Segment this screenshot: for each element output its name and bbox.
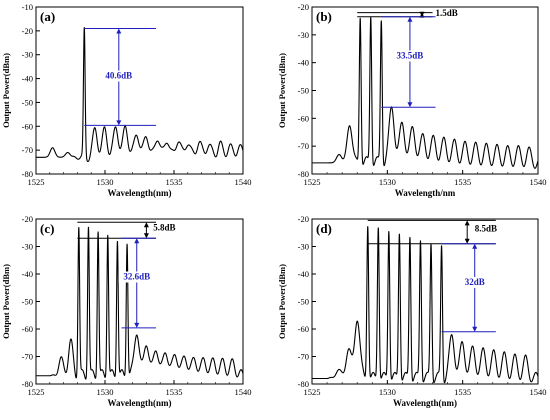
panel-label: (b) bbox=[316, 9, 332, 24]
y-axis-label: Output Power(dBm) bbox=[277, 264, 287, 339]
y-tick-label: -50 bbox=[22, 297, 33, 307]
annotation-arrow-head-up bbox=[407, 16, 413, 22]
x-tick-label: 1525 bbox=[28, 387, 45, 397]
y-tick-label: -20 bbox=[22, 214, 33, 224]
x-tick-label: 1530 bbox=[97, 387, 114, 397]
annotation-label: 5.8dB bbox=[153, 223, 175, 233]
spectrum-trace bbox=[36, 226, 243, 380]
panel-2: 1525 1530 1535 1540 -80 -70 -60 -50 -40 -30 -20 Wav… bbox=[277, 2, 547, 198]
y-tick-label: -40 bbox=[298, 269, 309, 279]
y-tick-label: -40 bbox=[22, 74, 33, 84]
y-tick-label: -80 bbox=[22, 169, 33, 179]
annotation-8-5db: 8.5dB bbox=[367, 219, 497, 245]
annotation-label: 8.5dB bbox=[475, 223, 497, 233]
annotation-arrow-head-down bbox=[116, 120, 122, 126]
axes-frame bbox=[35, 6, 244, 175]
annotation-label-bg bbox=[100, 70, 137, 82]
y-tick-label: -20 bbox=[298, 214, 309, 224]
y-tick-label: -70 bbox=[298, 352, 309, 362]
y-tick-label: -50 bbox=[298, 297, 309, 307]
annotation-label: 32dB bbox=[465, 277, 485, 287]
annotation-label: 32.6dB bbox=[123, 272, 150, 282]
x-tick-label: 1530 bbox=[379, 387, 396, 397]
y-axis-label: Output Power(dBm) bbox=[277, 53, 287, 128]
y-tick-label: -80 bbox=[298, 379, 309, 389]
annotation-arrow-head-down bbox=[407, 102, 413, 108]
annotation-label-bg bbox=[456, 277, 493, 288]
y-axis-label: Output Power(dBm) bbox=[1, 53, 11, 128]
annotation-arrow-head-up bbox=[143, 222, 149, 228]
y-tick-label: -30 bbox=[298, 242, 309, 252]
y-tick-label: -70 bbox=[22, 145, 33, 155]
x-tick-label: 1525 bbox=[304, 387, 321, 397]
x-tick-label: 1525 bbox=[28, 177, 45, 187]
annotation-arrow-head-up bbox=[472, 243, 478, 249]
annotation-label: 33.5dB bbox=[397, 50, 424, 60]
annotation-32-6db: 32.6dB bbox=[118, 237, 157, 329]
y-tick-label: -60 bbox=[298, 113, 309, 123]
annotation-arrow-head-down bbox=[472, 326, 478, 332]
x-tick-label: 1535 bbox=[454, 177, 471, 187]
panel-label: (c) bbox=[40, 221, 54, 236]
x-tick-label: 1540 bbox=[530, 177, 547, 187]
x-axis-label: Wavelength/nm bbox=[395, 188, 456, 198]
panel-label: (d) bbox=[316, 221, 332, 236]
y-tick-label: -80 bbox=[298, 169, 309, 179]
y-tick-label: -70 bbox=[298, 141, 309, 151]
panel-3: 1525 1530 1535 1540 -80 -70 -60 -50 -40 -30 -20 Wav… bbox=[1, 214, 252, 408]
annotation-arrow-head-down bbox=[464, 238, 470, 244]
annotation-40-6db: 40.6dB bbox=[84, 27, 157, 126]
annotation-arrow-head-up bbox=[116, 28, 122, 34]
x-axis-label: Wavelength(nm) bbox=[393, 398, 457, 408]
annotation-arrow-head-down bbox=[134, 322, 140, 328]
annotation-label: 40.6dB bbox=[105, 71, 132, 81]
annotation-arrow-head-up bbox=[134, 238, 140, 244]
y-tick-label: -50 bbox=[22, 97, 33, 107]
x-tick-label: 1540 bbox=[235, 387, 252, 397]
y-tick-label: -60 bbox=[22, 121, 33, 131]
annotation-32db: 32dB bbox=[441, 243, 496, 333]
x-tick-label: 1540 bbox=[235, 177, 252, 187]
annotation-33-5db: 33.5dB bbox=[381, 16, 436, 108]
x-tick-label: 1530 bbox=[97, 177, 114, 187]
spectrum-trace bbox=[312, 16, 538, 169]
panel-1: 1525 1530 1535 1540 -80 -70 -60 -50 -40 -30 -20 -10… bbox=[1, 2, 252, 198]
annotation-label-bg bbox=[118, 271, 155, 283]
annotation-label-bg bbox=[391, 50, 428, 62]
y-tick-label: -20 bbox=[22, 26, 33, 36]
y-tick-label: -30 bbox=[22, 50, 33, 60]
y-tick-label: -70 bbox=[22, 352, 33, 362]
annotation-arrow-head-down bbox=[419, 11, 425, 17]
y-tick-label: -60 bbox=[22, 324, 33, 334]
panel-label: (a) bbox=[40, 9, 55, 24]
x-axis-label: Wavelength(nm) bbox=[108, 398, 172, 408]
y-tick-label: -40 bbox=[22, 269, 33, 279]
spectrum-trace bbox=[36, 26, 243, 163]
annotation-label: 1.5dB bbox=[436, 8, 458, 18]
x-axis-label: Wavelength(nm) bbox=[108, 188, 172, 198]
y-tick-label: -20 bbox=[298, 2, 309, 12]
y-tick-label: -30 bbox=[22, 242, 33, 252]
panel-4: 1525 1530 1535 1540 -80 -70 -60 -50 -40 -30 -20 Wav… bbox=[277, 214, 547, 408]
annotation-arrow-head-down bbox=[143, 233, 149, 239]
y-tick-label: -40 bbox=[298, 58, 309, 68]
x-tick-label: 1525 bbox=[304, 177, 321, 187]
y-tick-label: -30 bbox=[298, 30, 309, 40]
x-tick-label: 1530 bbox=[379, 177, 396, 187]
annotation-arrow-head-up bbox=[464, 220, 470, 226]
annotation-5-8db: 5.8dB bbox=[77, 221, 176, 239]
x-tick-label: 1535 bbox=[166, 387, 183, 397]
y-axis-label: Output Power(dBm) bbox=[1, 264, 11, 339]
x-tick-label: 1535 bbox=[454, 387, 471, 397]
x-tick-label: 1535 bbox=[166, 177, 183, 187]
y-tick-label: -80 bbox=[22, 379, 33, 389]
y-tick-label: -10 bbox=[22, 2, 33, 12]
y-tick-label: -50 bbox=[298, 86, 309, 96]
x-tick-label: 1540 bbox=[530, 387, 547, 397]
y-tick-label: -60 bbox=[298, 324, 309, 334]
spectrum-trace bbox=[312, 226, 538, 384]
